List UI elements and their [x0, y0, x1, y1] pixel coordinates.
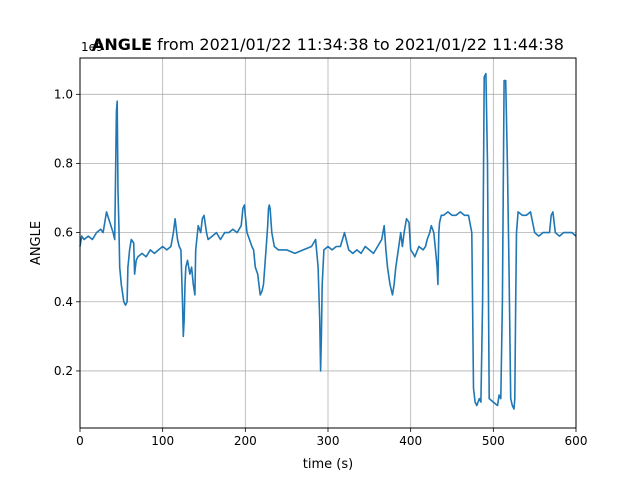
y-axis-label: ANGLE	[29, 221, 44, 265]
y-tick-label: 0.4	[54, 295, 73, 309]
y-tick-label: 1.0	[54, 87, 73, 101]
x-tick-label: 400	[399, 434, 422, 448]
x-tick-label: 200	[234, 434, 257, 448]
series-layer	[79, 72, 577, 410]
x-axis-ticks: 0 100 200 300 400 500 600	[76, 428, 587, 448]
series-line	[79, 72, 577, 410]
x-tick-label: 600	[565, 434, 588, 448]
y-offset-label: 1e9	[81, 40, 104, 54]
x-tick-label: 500	[482, 434, 505, 448]
y-tick-label: 0.8	[54, 156, 73, 170]
y-tick-label: 0.6	[54, 226, 73, 240]
y-tick-label: 0.2	[54, 364, 73, 378]
chart-title: ANGLE from 2021/01/22 11:34:38 to 2021/01…	[92, 35, 564, 54]
chart-title-rest: from 2021/01/22 11:34:38 to 2021/01/22 1…	[157, 35, 564, 54]
x-axis-label: time (s)	[303, 457, 353, 472]
chart-title-bold: ANGLE	[92, 35, 152, 54]
x-tick-label: 0	[76, 434, 84, 448]
y-axis-ticks: 0.2 0.4 0.6 0.8 1.0	[54, 87, 80, 378]
x-tick-label: 100	[151, 434, 174, 448]
x-tick-label: 300	[317, 434, 340, 448]
